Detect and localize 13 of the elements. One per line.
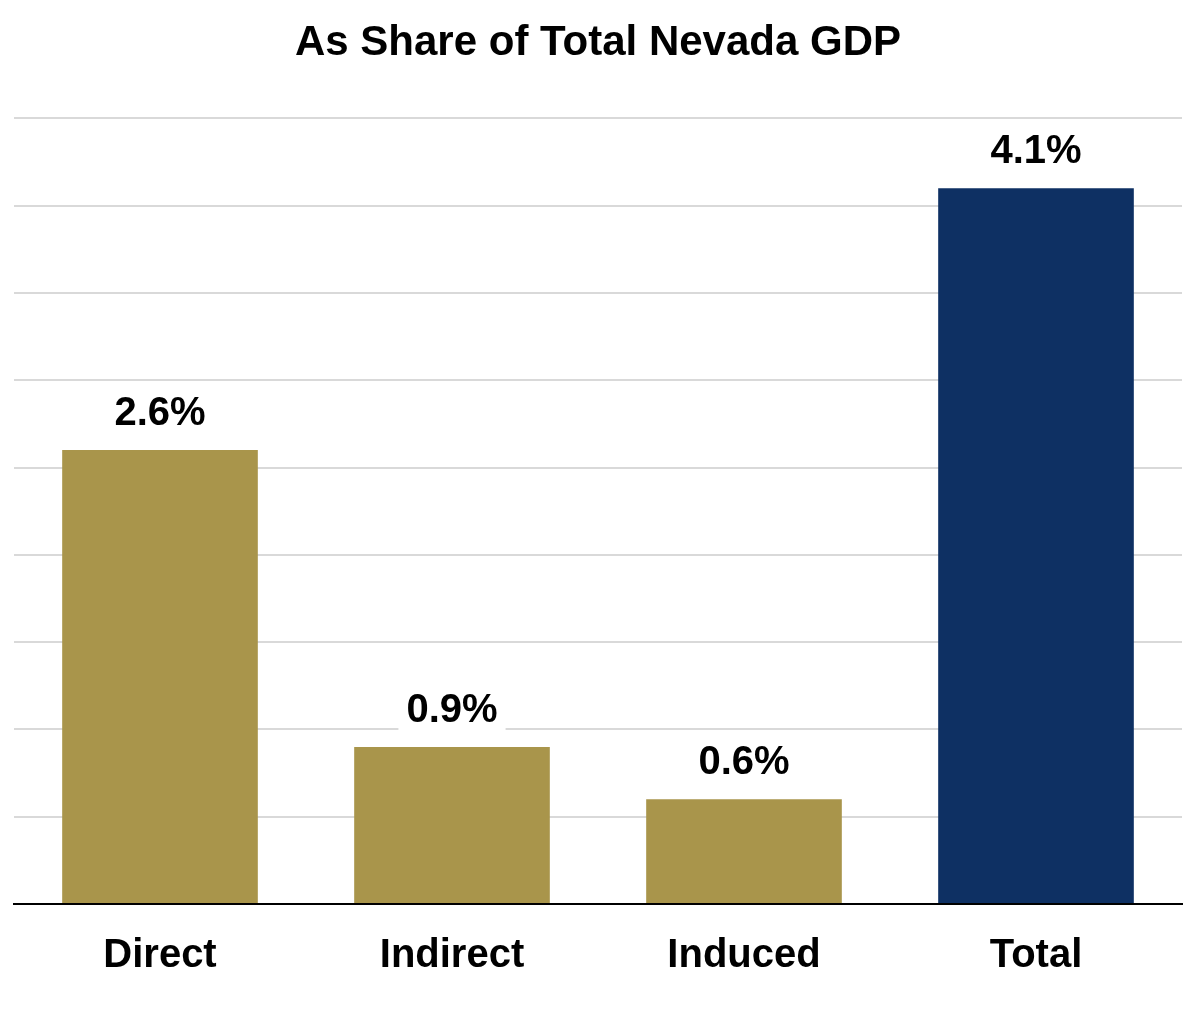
bar <box>938 188 1134 903</box>
data-label: 0.6% <box>698 738 790 783</box>
x-tick-label: Indirect <box>379 931 525 976</box>
chart-title: As Share of Total Nevada GDP <box>294 16 902 64</box>
x-tick-label: Induced <box>667 931 821 976</box>
data-label: 4.1% <box>990 127 1082 172</box>
bar <box>354 746 550 903</box>
x-tick-label: Direct <box>103 931 217 976</box>
x-tick-label: Total <box>989 931 1083 976</box>
bar <box>62 450 258 903</box>
bar <box>646 799 842 903</box>
data-label: 2.6% <box>114 389 206 434</box>
data-label: 0.9% <box>406 685 498 730</box>
